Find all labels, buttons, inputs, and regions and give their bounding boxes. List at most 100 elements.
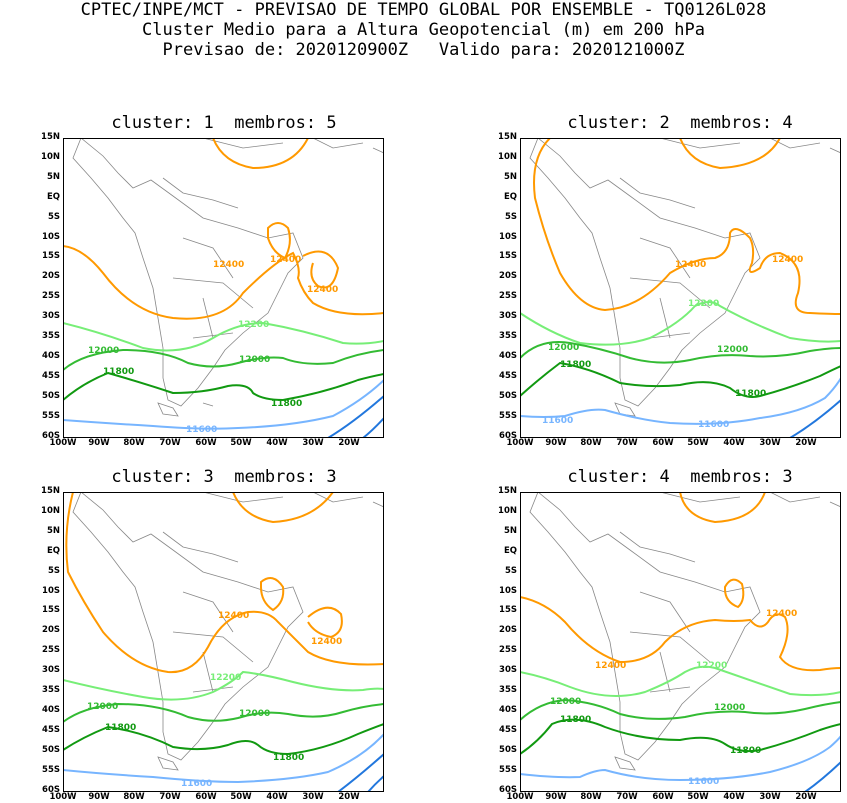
lon-tick-label: 50W	[687, 792, 709, 802]
lon-tick-label: 50W	[687, 438, 709, 448]
lat-tick-label: 40S	[499, 704, 517, 715]
lat-tick-label: 60S	[499, 784, 517, 795]
map-frame	[520, 138, 841, 438]
lon-tick-label: 20W	[795, 792, 817, 802]
contour-12200	[520, 301, 841, 346]
lat-tick-label: 25S	[499, 645, 517, 656]
contour-11400	[804, 761, 841, 792]
map-panel-3: 12400 12400 12200 12000 12000 11800 1180…	[63, 492, 384, 792]
lat-tick-label: 15S	[499, 605, 517, 616]
lat-tick-label: 20S	[42, 271, 60, 282]
contour-labels: 12400 12400 12400 12200 12000 12000 1180…	[88, 255, 338, 435]
contour-label: 12000	[550, 697, 581, 707]
lon-tick-label: 50W	[230, 438, 252, 448]
contour-label: 12400	[218, 611, 249, 621]
panel-1-title: cluster: 1 membros: 5	[111, 113, 337, 133]
lat-tick-label: 45S	[499, 724, 517, 735]
lon-tick-label: 70W	[616, 438, 638, 448]
lat-tick-label: 35S	[499, 685, 517, 695]
lat-tick-label: 25S	[42, 645, 60, 656]
lat-tick-label: 50S	[499, 390, 517, 401]
coastline	[529, 492, 841, 771]
lon-tick-label: 100W	[506, 438, 534, 448]
lat-tick-label: 15N	[498, 132, 517, 142]
lon-tick-label: 80W	[123, 792, 145, 802]
contour-11400	[337, 753, 384, 792]
lat-tick-label: EQ	[46, 545, 60, 556]
lat-tick-label: 30S	[42, 665, 60, 676]
lon-tick-label: 100W	[506, 792, 534, 802]
lat-tick-label: 60S	[42, 784, 60, 795]
lat-tick-label: 25S	[499, 291, 517, 302]
lat-tick-label: 5N	[503, 171, 517, 182]
lon-tick-label: 40W	[723, 792, 745, 802]
contour-11800	[520, 361, 841, 398]
map-frame	[63, 138, 384, 438]
lon-tick-label: 30W	[759, 792, 781, 802]
contour-label: 12000	[548, 343, 579, 353]
lon-tick-label: 60W	[652, 438, 674, 448]
lat-tick-label: 15N	[498, 486, 517, 496]
lon-tick-label: 40W	[723, 438, 745, 448]
lat-tick-label: 40S	[42, 350, 60, 361]
lat-tick-label: EQ	[46, 191, 60, 202]
contour-label: 12000	[239, 355, 270, 365]
contour-label: 11800	[273, 753, 304, 763]
coastline	[72, 492, 384, 771]
contour-11800	[520, 718, 841, 755]
lon-tick-label: 20W	[795, 438, 817, 448]
contour-label: 12200	[696, 661, 727, 671]
lat-tick-label: 45S	[499, 370, 517, 381]
lon-tick-label: 60W	[195, 438, 217, 448]
contour-label: 11600	[181, 779, 212, 789]
lat-tick-label: 5S	[504, 565, 517, 576]
contour-label: 12400	[675, 260, 706, 270]
contour-12400	[63, 138, 384, 320]
panel-2-title: cluster: 2 membros: 4	[567, 113, 793, 133]
lat-tick-label: 60S	[42, 430, 60, 441]
contour-label: 12200	[688, 299, 719, 309]
map-panel-2: 12400 12400 12200 12000 12000 11800 1180…	[520, 138, 841, 438]
lat-tick-label: 35S	[42, 331, 60, 341]
coastline	[529, 138, 841, 417]
lat-tick-label: 10S	[499, 231, 517, 242]
figure-title: CPTEC/INPE/MCT - PREVISAO DE TEMPO GLOBA…	[80, 0, 767, 20]
contour-12400	[520, 492, 841, 672]
contour-label: 11800	[103, 367, 134, 377]
contour-label: 11800	[735, 389, 766, 399]
lat-tick-label: 10N	[41, 505, 60, 516]
lat-tick-label: 10S	[42, 231, 60, 242]
lon-tick-label: 30W	[302, 792, 324, 802]
lat-tick-label: 15N	[41, 486, 60, 496]
lon-tick-label: 30W	[759, 438, 781, 448]
contour-label: 11800	[730, 746, 761, 756]
contour-label: 11800	[271, 399, 302, 409]
lon-tick-label: 20W	[338, 792, 360, 802]
contour-label: 12400	[766, 609, 797, 619]
map-panel-1: 12400 12400 12400 12200 12000 12000 1180…	[63, 138, 384, 438]
contour-11600	[63, 733, 384, 784]
contour-12000	[520, 698, 841, 721]
lon-tick-label: 100W	[49, 438, 77, 448]
lat-tick-label: 30S	[499, 311, 517, 322]
contour-label: 12400	[270, 255, 301, 265]
lat-tick-label: 10N	[498, 151, 517, 162]
lon-tick-label: 70W	[159, 792, 181, 802]
contour-11400	[327, 395, 384, 438]
lat-tick-label: 15S	[42, 251, 60, 262]
lat-tick-label: 50S	[42, 390, 60, 401]
lat-tick-label: 5N	[46, 525, 60, 536]
lat-tick-label: 20S	[499, 271, 517, 282]
lat-tick-label: 25S	[42, 291, 60, 302]
contour-label: 12000	[239, 709, 270, 719]
contour-label: 11600	[698, 420, 729, 430]
coastline	[72, 138, 384, 417]
lon-tick-label: 80W	[580, 438, 602, 448]
contour-label: 12400	[307, 285, 338, 295]
lat-tick-label: 5N	[46, 171, 60, 182]
lat-tick-label: 45S	[42, 370, 60, 381]
lat-tick-label: 50S	[499, 744, 517, 755]
lat-tick-label: 10N	[498, 505, 517, 516]
lat-tick-label: 45S	[42, 724, 60, 735]
contour-12200	[63, 670, 384, 701]
